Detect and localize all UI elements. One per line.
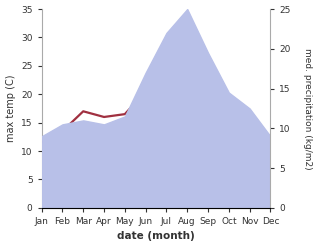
X-axis label: date (month): date (month) — [117, 231, 195, 242]
Y-axis label: max temp (C): max temp (C) — [5, 75, 16, 142]
Y-axis label: med. precipitation (kg/m2): med. precipitation (kg/m2) — [303, 48, 313, 169]
